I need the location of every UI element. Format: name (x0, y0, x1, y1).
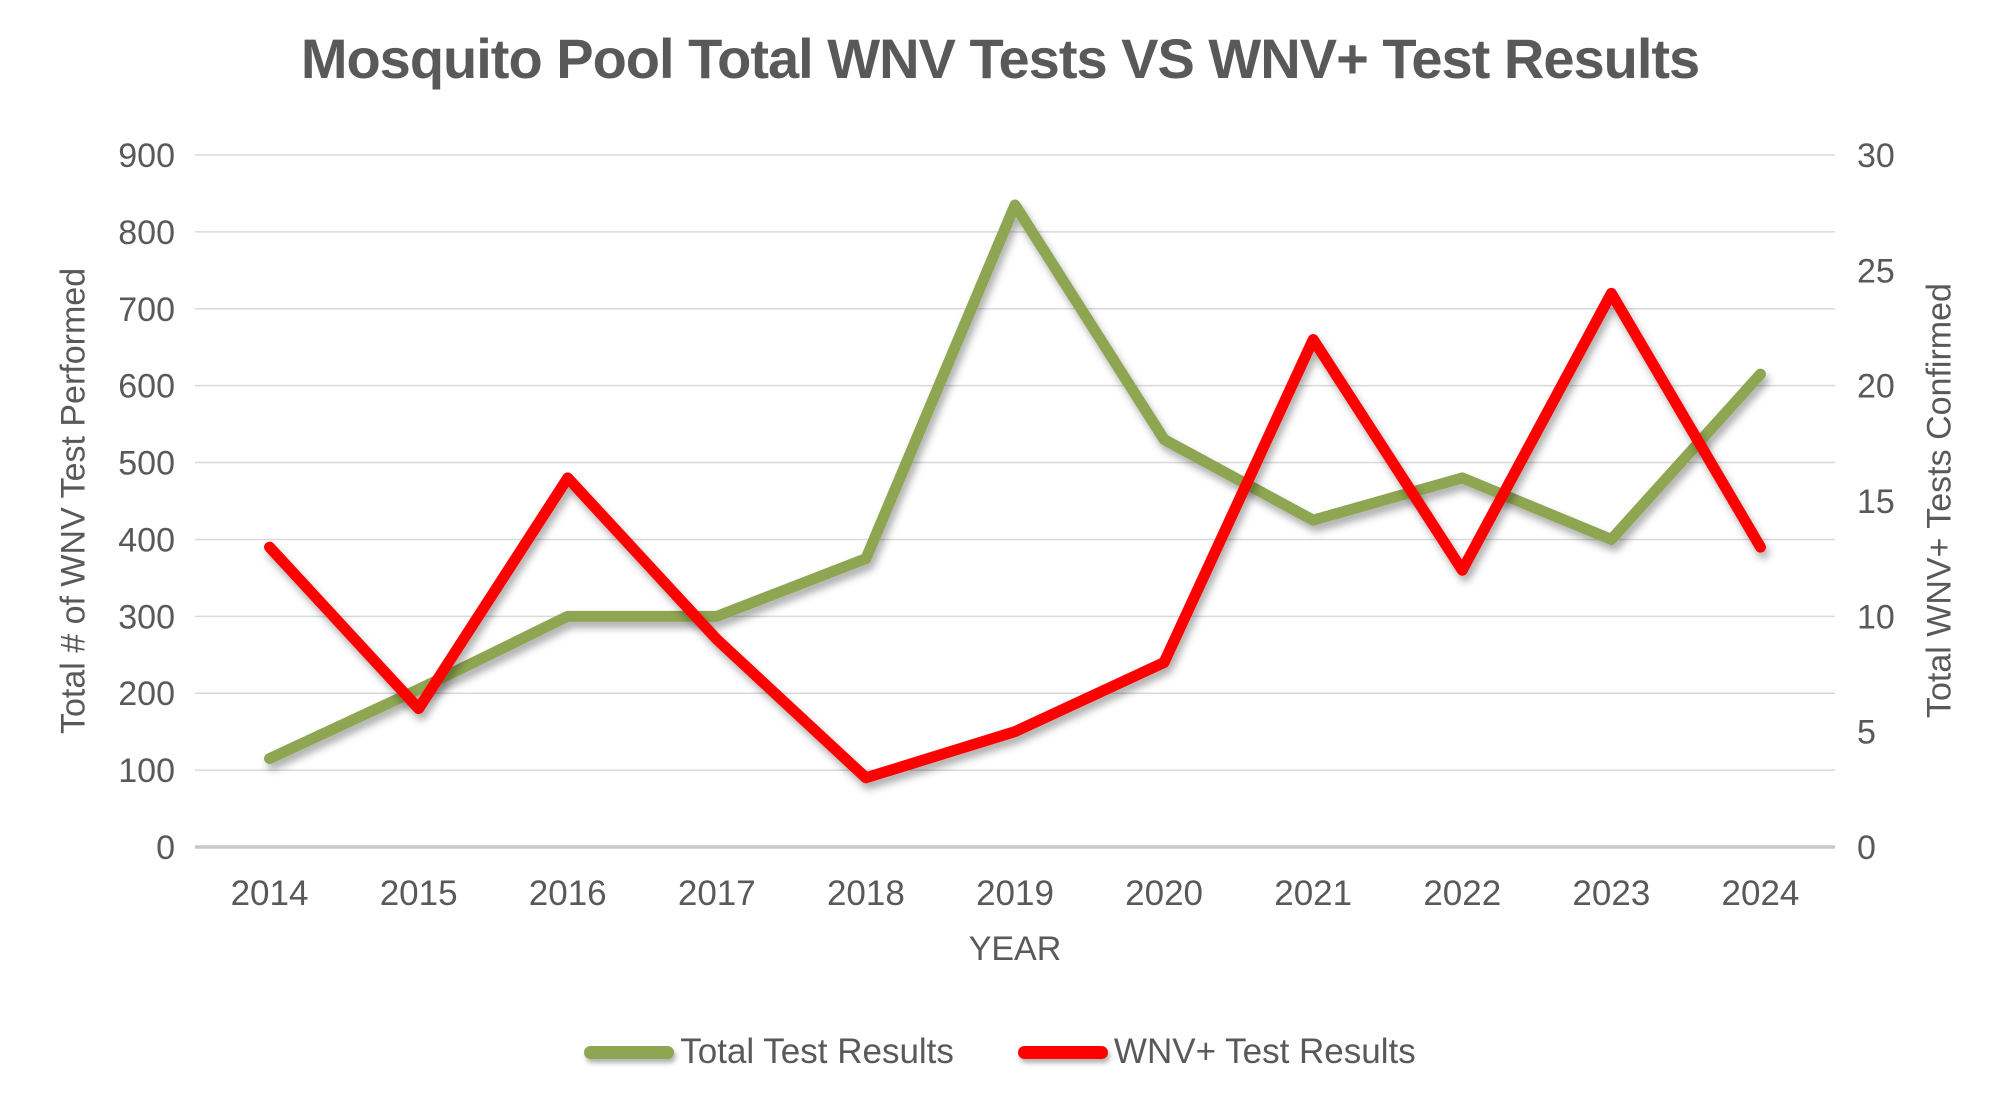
y-axis-tick-label-left: 100 (118, 752, 175, 790)
y-axis-tick-label-right: 20 (1857, 368, 1895, 406)
y-axis-tick-label-left: 300 (118, 598, 175, 636)
x-axis-tick-label: 2018 (827, 874, 905, 913)
x-axis-tick-label: 2020 (1125, 874, 1203, 913)
x-axis-tick-label: 2021 (1274, 874, 1352, 913)
legend-item-wnv-positive: WNV+ Test Results (1017, 1032, 1416, 1072)
legend-item-total-tests: Total Test Results (584, 1032, 954, 1072)
x-axis-tick-label: 2019 (976, 874, 1054, 913)
y-axis-tick-label-left: 900 (118, 137, 175, 175)
legend-label-total-tests: Total Test Results (680, 1032, 954, 1071)
y-axis-title-right: Total WNV+ Tests Confirmed (1920, 283, 1959, 719)
x-axis-tick-label: 2023 (1572, 874, 1650, 913)
gridlines (195, 154, 1835, 771)
legend-swatch-wnv-positive (1017, 1045, 1108, 1059)
y-axis-tick-label-right: 25 (1857, 252, 1895, 290)
y-axis-tick-label-left: 700 (118, 291, 175, 329)
y-axis-tick-label-right: 0 (1857, 829, 1876, 867)
y-axis-tick-label-left: 500 (118, 445, 175, 483)
x-axis-tick-label: 2016 (529, 874, 607, 913)
x-axis-tick-label: 2017 (678, 874, 756, 913)
x-axis-tick-label: 2024 (1722, 874, 1800, 913)
legend-swatch-total-tests (584, 1045, 675, 1059)
y-axis-tick-label-left: 0 (156, 829, 175, 867)
x-axis-tick-label: 2015 (380, 874, 458, 913)
y-axis-ticks-left: 0 100 200 300 400 500 600 700 800 900 (118, 137, 175, 867)
legend-label-wnv-positive: WNV+ Test Results (1113, 1032, 1416, 1071)
y-axis-tick-label-left: 200 (118, 675, 175, 713)
y-axis-title-left: Total # of WNV Test Performed (54, 267, 93, 735)
x-axis-title: YEAR (968, 930, 1062, 968)
y-axis-tick-label-right: 15 (1857, 483, 1895, 521)
y-axis-tick-label-right: 5 (1857, 714, 1876, 752)
series-line-total-test-results (264, 199, 1766, 765)
legend: Total Test Results WNV+ Test Results (0, 1032, 2000, 1072)
y-axis-tick-label-left: 400 (118, 521, 175, 559)
y-axis-tick-label-right: 30 (1857, 137, 1895, 175)
y-axis-tick-label-left: 600 (118, 368, 175, 406)
y-axis-tick-label-left: 800 (118, 214, 175, 252)
x-axis-tick-label: 2014 (231, 874, 309, 913)
x-axis-ticks: 2014 2015 2016 2017 2018 2019 2020 2021 2022 2023… (231, 874, 1800, 913)
y-axis-ticks-right: 0 5 10 15 20 25 30 (1857, 137, 1895, 867)
y-axis-tick-label-right: 10 (1857, 598, 1895, 636)
series-line-wnv-test-results (264, 287, 1766, 784)
chart-title: Mosquito Pool Total WNV Tests VS WNV+ Te… (300, 27, 1700, 90)
x-axis-tick-label: 2022 (1423, 874, 1501, 913)
